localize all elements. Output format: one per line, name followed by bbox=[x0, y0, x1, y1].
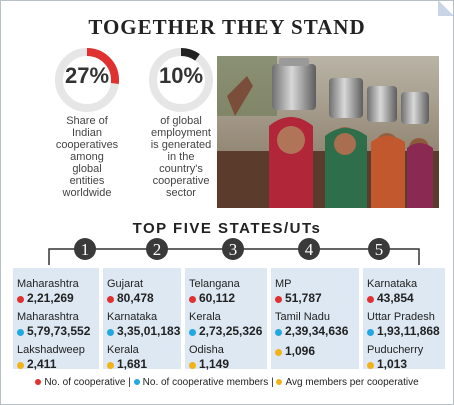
legend-item-members: No. of cooperative members bbox=[133, 377, 268, 388]
cooperatives-value: 60,112 bbox=[199, 291, 236, 305]
rank-number-1: 1 bbox=[81, 240, 90, 259]
stat-description: of global employment is generated in the cou… bbox=[150, 115, 212, 199]
cooperatives-state-name: Karnataka bbox=[367, 278, 418, 290]
avg-value: 1,149 bbox=[199, 357, 230, 371]
members-state-name: Uttar Pradesh bbox=[367, 311, 435, 323]
gold-dot-icon bbox=[17, 361, 24, 369]
members-value-row: 1,93,11,868 bbox=[367, 324, 440, 338]
women-carrying-milk-cans-photo bbox=[217, 56, 439, 208]
members-value: 3,35,01,183 bbox=[117, 324, 181, 338]
cooperatives-state-name: Maharashtra bbox=[17, 278, 79, 290]
avg-state-name: Puducherry bbox=[367, 344, 424, 356]
gold-dot-icon bbox=[276, 379, 283, 386]
avg-value-row: 1,681 bbox=[107, 357, 147, 371]
rank-card-4: MP 51,787 Tamil Nadu 2,39,34,636 1,096 bbox=[271, 268, 359, 369]
blue-dot-icon bbox=[367, 328, 374, 336]
cooperatives-value-row: 60,112 bbox=[189, 291, 235, 305]
rank-card-3: Telangana 60,112 Kerala 2,73,25,326 Odisha 1,… bbox=[185, 268, 267, 371]
rank-number-4: 4 bbox=[305, 240, 314, 259]
page-title: TOGETHER THEY STAND bbox=[88, 15, 366, 39]
rank-circle-5 bbox=[368, 238, 390, 260]
blue-dot-icon bbox=[107, 328, 114, 336]
members-state-name: Kerala bbox=[189, 311, 221, 323]
members-state-name: Maharashtra bbox=[17, 311, 79, 323]
timeline-bracket-right bbox=[401, 248, 420, 265]
avg-value: 1,096 bbox=[285, 344, 316, 358]
avg-state-name: Kerala bbox=[107, 344, 139, 356]
blue-dot-icon bbox=[275, 328, 282, 336]
donut-gauge bbox=[55, 48, 119, 112]
avg-value-row: 1,149 bbox=[189, 357, 229, 371]
rank-number-2: 2 bbox=[153, 240, 162, 259]
red-dot-icon bbox=[367, 295, 374, 303]
avg-state-name: Lakshadweep bbox=[17, 344, 85, 356]
gold-dot-icon bbox=[189, 361, 196, 369]
rank-number-3: 3 bbox=[229, 240, 238, 259]
members-state-name: Karnataka bbox=[107, 311, 158, 323]
rank-card-2: Gujarat 80,478 Karnataka 3,35,01,183 Kerala 1… bbox=[103, 268, 181, 371]
section-subtitle: TOP FIVE STATES/UTs bbox=[132, 220, 322, 237]
members-value: 1,93,11,868 bbox=[377, 324, 440, 338]
cooperatives-value: 43,854 bbox=[377, 291, 414, 305]
timeline-bracket-left bbox=[48, 248, 67, 265]
cooperatives-state-name: Gujarat bbox=[107, 278, 144, 290]
members-value-row: 2,39,34,636 bbox=[275, 324, 348, 338]
cooperatives-state-name: Telangana bbox=[189, 278, 240, 290]
cooperatives-state-name: MP bbox=[275, 278, 292, 290]
stat-share-employment: 10% of global employment is generated in th… bbox=[135, 47, 227, 199]
avg-state-name: Odisha bbox=[189, 344, 224, 356]
donut-gauge bbox=[149, 48, 213, 112]
members-value-row: 3,35,01,183 bbox=[107, 324, 180, 338]
avg-value-row: 1,013 bbox=[367, 357, 407, 371]
cooperatives-value-row: 51,787 bbox=[275, 291, 322, 305]
blue-dot-icon bbox=[133, 379, 140, 386]
legend-item-avg: Avg members per cooperative bbox=[276, 377, 419, 388]
avg-value-row: 1,096 bbox=[275, 344, 315, 358]
rank-timeline: 1 2 3 4 5 bbox=[48, 238, 420, 265]
red-dot-icon bbox=[275, 295, 282, 303]
cooperatives-value-row: 2,21,269 bbox=[17, 291, 74, 305]
legend: No. of cooperative | No. of cooperative … bbox=[1, 377, 453, 388]
cooperatives-value: 2,21,269 bbox=[27, 291, 74, 305]
red-dot-icon bbox=[35, 379, 42, 386]
avg-value: 2,411 bbox=[27, 357, 57, 371]
gold-dot-icon bbox=[275, 348, 282, 356]
avg-value-row: 2,411 bbox=[17, 357, 56, 371]
cooperatives-value-row: 80,478 bbox=[107, 291, 154, 305]
stat-value: 27% bbox=[64, 63, 110, 88]
cooperatives-value: 80,478 bbox=[117, 291, 154, 305]
page-curl-corner bbox=[438, 1, 453, 16]
rank-circle-4 bbox=[298, 238, 320, 260]
red-dot-icon bbox=[17, 295, 24, 303]
red-dot-icon bbox=[107, 295, 114, 303]
members-value: 2,73,25,326 bbox=[199, 324, 263, 338]
rank-card-5: Karnataka 43,854 Uttar Pradesh 1,93,11,868 P… bbox=[363, 268, 445, 371]
blue-dot-icon bbox=[189, 328, 196, 336]
stat-value: 10% bbox=[158, 63, 204, 88]
rank-circle-1 bbox=[74, 238, 96, 260]
red-dot-icon bbox=[189, 295, 196, 303]
gold-dot-icon bbox=[367, 361, 374, 369]
avg-value: 1,013 bbox=[377, 357, 408, 371]
blue-dot-icon bbox=[17, 328, 24, 336]
stat-description: Share of Indian cooperatives among global ent… bbox=[55, 115, 119, 199]
members-state-name: Tamil Nadu bbox=[275, 311, 331, 323]
rank-circle-3 bbox=[222, 238, 244, 260]
cooperatives-value: 51,787 bbox=[285, 291, 322, 305]
gold-dot-icon bbox=[107, 361, 114, 369]
members-value: 2,39,34,636 bbox=[285, 324, 349, 338]
rank-card-1: Maharashtra 2,21,269 Maharashtra 5,79,73,55… bbox=[13, 268, 99, 371]
members-value-row: 2,73,25,326 bbox=[189, 324, 262, 338]
rank-circle-2 bbox=[146, 238, 168, 260]
cooperatives-value-row: 43,854 bbox=[367, 291, 414, 305]
rank-number-5: 5 bbox=[375, 240, 384, 259]
legend-item-cooperatives: No. of cooperative bbox=[35, 377, 125, 388]
avg-value: 1,681 bbox=[117, 357, 148, 371]
members-value-row: 5,79,73,552 bbox=[17, 324, 90, 338]
stat-share-cooperatives: 27% Share of Indian cooperatives among globa… bbox=[41, 47, 133, 199]
members-value: 5,79,73,552 bbox=[27, 324, 91, 338]
